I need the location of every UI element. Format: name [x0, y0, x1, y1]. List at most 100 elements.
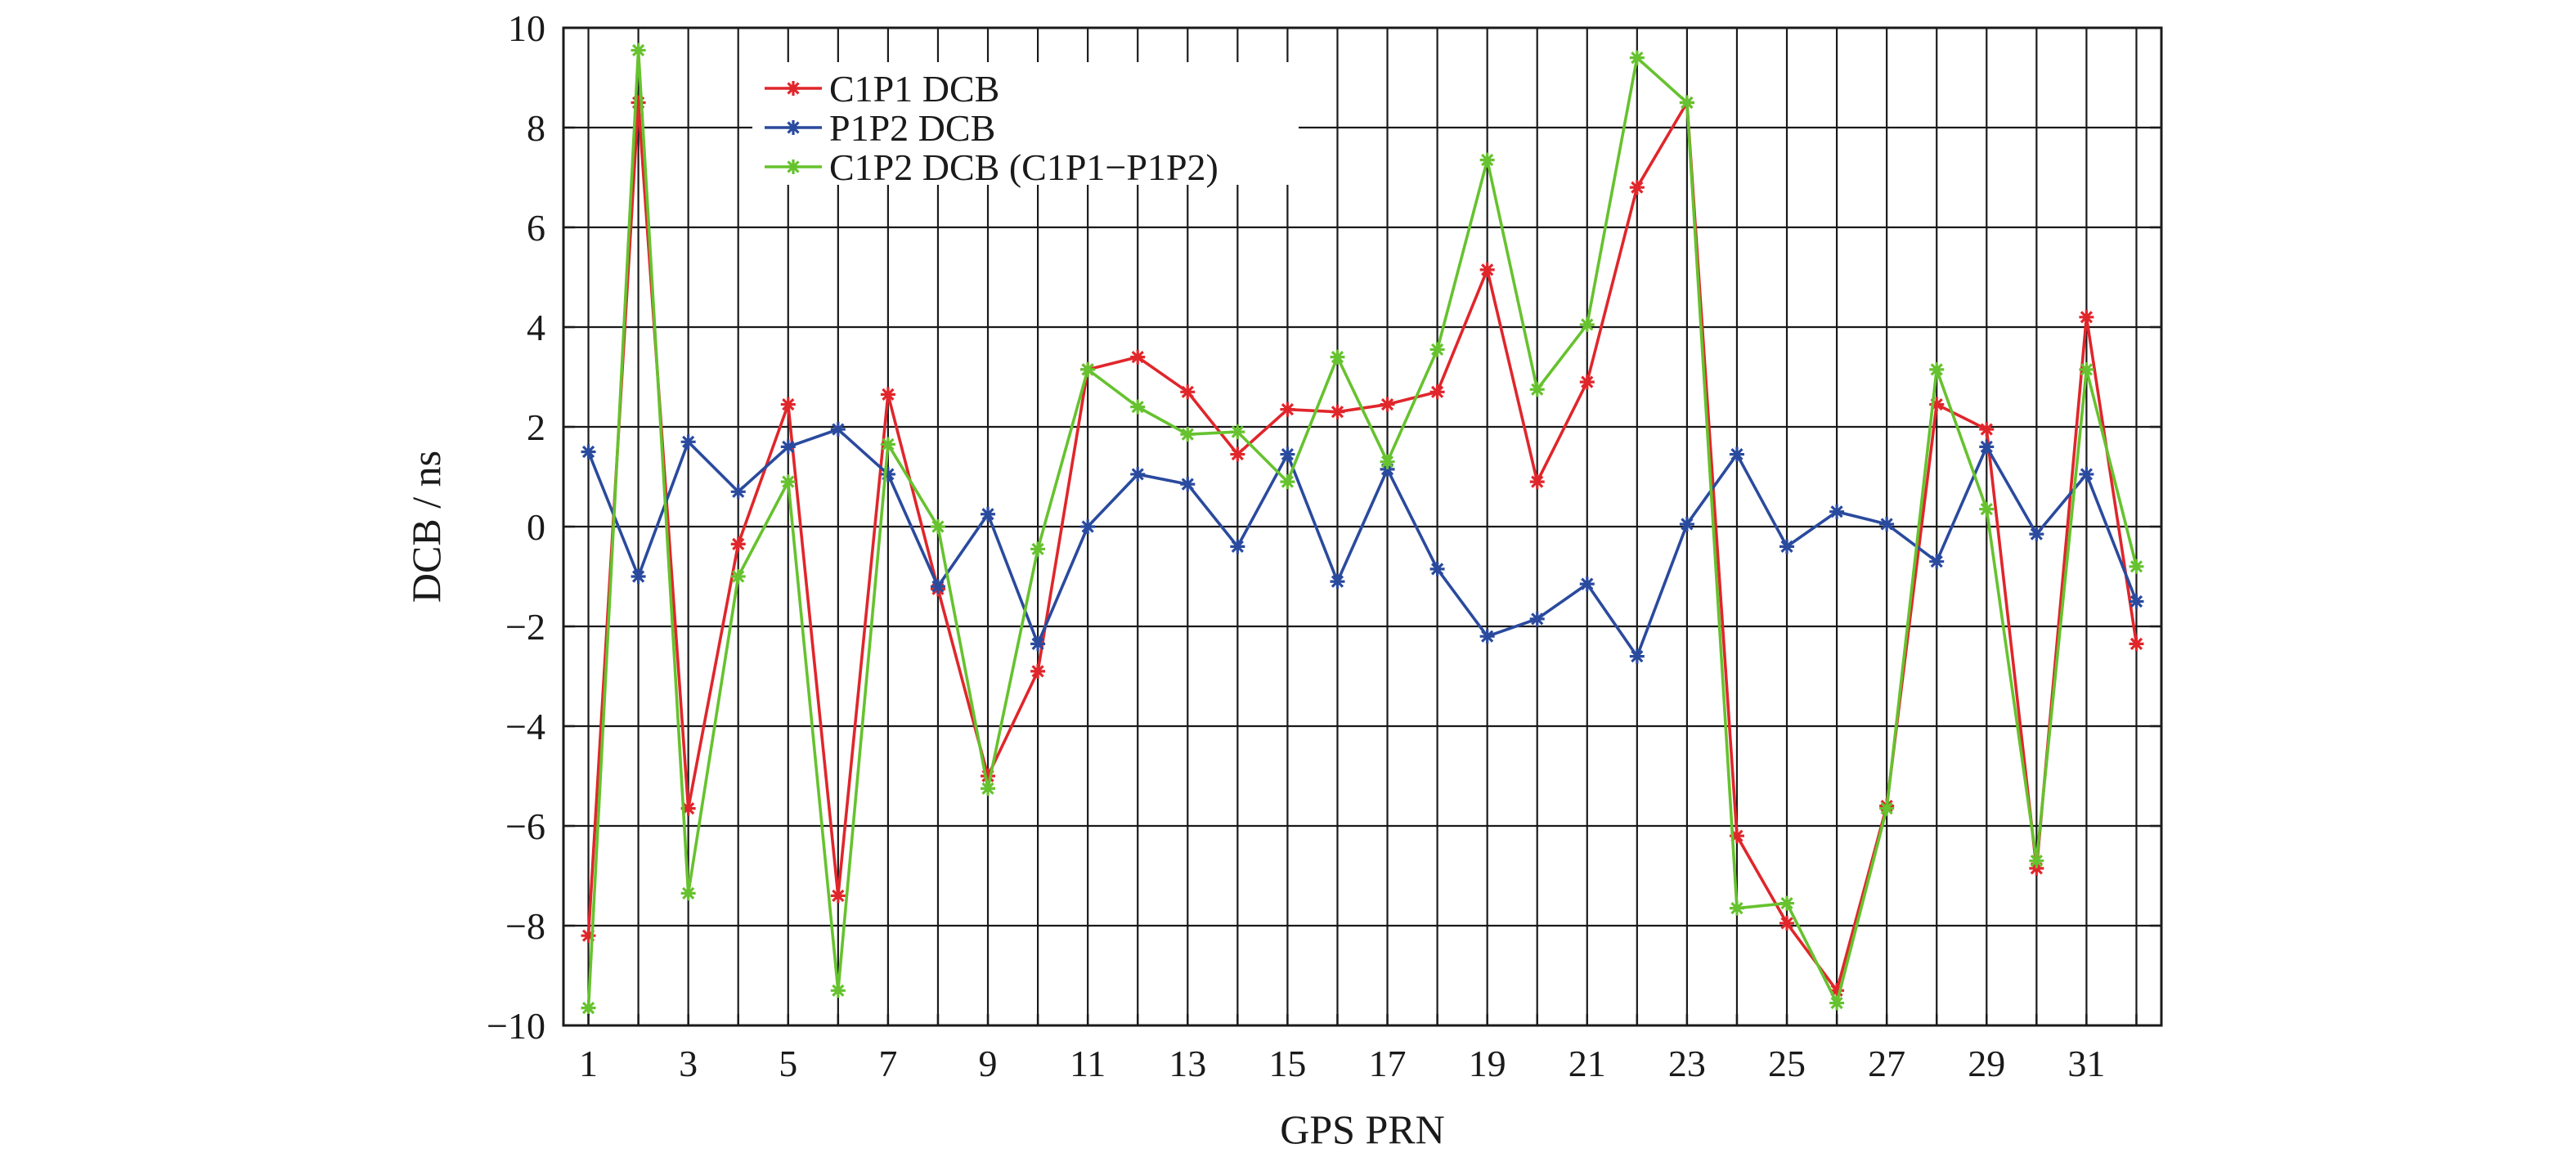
series-line	[586, 101, 2138, 993]
data-point	[730, 536, 746, 552]
data-point	[981, 769, 996, 783]
legend-item-1: C1P1 DCB	[765, 68, 999, 110]
y-tick-label: 6	[527, 207, 545, 249]
data-point	[1280, 474, 1295, 490]
data-point	[1729, 900, 1744, 916]
data-point	[1429, 561, 1445, 577]
data-point	[581, 928, 596, 944]
data-point	[1929, 397, 1945, 412]
data-point	[2079, 309, 2094, 325]
x-axis-title: GPS PRN	[1280, 1106, 1445, 1152]
data-point	[2129, 594, 2144, 609]
data-point	[631, 569, 646, 584]
data-point	[1330, 349, 1345, 365]
x-tick-label: 29	[1968, 1043, 2005, 1084]
data-point	[1280, 446, 1295, 462]
data-point	[1529, 611, 1545, 626]
data-point	[2029, 853, 2044, 868]
data-point	[780, 474, 796, 490]
data-point	[1679, 516, 1694, 532]
y-tick-label: −6	[505, 805, 545, 847]
data-point	[1230, 539, 1245, 554]
data-point	[1879, 516, 1895, 532]
data-point	[1380, 397, 1395, 412]
data-point	[1979, 439, 1995, 455]
data-point	[1130, 466, 1146, 482]
data-point	[880, 437, 895, 452]
y-tick-label: −8	[505, 905, 545, 947]
data-point	[1629, 648, 1645, 664]
data-point	[2129, 636, 2144, 652]
x-tick-label: 7	[878, 1043, 897, 1084]
data-point	[1579, 375, 1595, 390]
data-point	[1629, 50, 1645, 65]
data-point	[880, 466, 895, 482]
y-tick-label: 2	[527, 406, 545, 448]
data-point	[680, 801, 696, 816]
data-point	[981, 506, 996, 522]
data-point	[1030, 636, 1046, 652]
series-line	[586, 428, 2138, 658]
x-tick-label: 5	[779, 1043, 797, 1084]
data-point	[1529, 382, 1545, 397]
x-tick-label: 13	[1169, 1043, 1206, 1084]
data-point	[581, 444, 596, 460]
data-point	[1380, 454, 1395, 469]
data-point	[1579, 316, 1595, 332]
axis-ticks	[563, 26, 2161, 1027]
legend-label: C1P1 DCB	[829, 68, 999, 110]
data-point	[1080, 361, 1096, 377]
data-point	[2029, 527, 2044, 542]
data-point	[1929, 361, 1945, 377]
data-point	[1529, 474, 1545, 490]
data-point	[981, 781, 996, 796]
data-point	[631, 43, 646, 58]
series-2	[581, 422, 2144, 664]
data-point	[1679, 95, 1694, 110]
data-point	[1929, 554, 1945, 569]
y-tick-label: −4	[505, 706, 545, 747]
data-point	[1979, 422, 1995, 437]
data-point	[1429, 342, 1445, 357]
legend-item-2: P1P2 DCB	[765, 107, 995, 149]
data-point	[1280, 402, 1295, 417]
data-point	[1979, 501, 1995, 517]
data-point	[1779, 895, 1795, 911]
data-point	[1479, 262, 1495, 277]
data-point	[830, 422, 846, 437]
x-tick-label: 21	[1568, 1043, 1606, 1084]
data-point	[581, 1000, 596, 1016]
series-3	[581, 43, 2144, 1016]
series-line	[586, 48, 2138, 1008]
series-layer	[581, 43, 2144, 1016]
data-point	[730, 484, 746, 500]
legend-marker	[786, 159, 801, 174]
data-point	[1180, 384, 1196, 400]
y-axis-title: DCB / ns	[403, 451, 449, 603]
x-tick-label: 9	[979, 1043, 998, 1084]
data-point	[1729, 446, 1744, 462]
tick-labels: 1 3 5 7 9 11 13 15 17 19 21 23 25 27 29 311086420−2−4−6…	[487, 7, 2105, 1084]
y-tick-label: 10	[508, 7, 545, 49]
y-tick-label: −10	[487, 1005, 545, 1047]
legend-item-3: C1P2 DCB (C1P1−P1P2)	[765, 146, 1218, 188]
x-tick-label: 31	[2067, 1043, 2105, 1084]
data-point	[631, 95, 646, 110]
data-point	[1629, 180, 1645, 195]
data-point	[830, 888, 846, 904]
x-tick-label: 3	[679, 1043, 698, 1084]
data-point	[1579, 577, 1595, 592]
data-point	[1779, 915, 1795, 931]
series-1	[581, 95, 2144, 998]
data-point	[1130, 399, 1146, 415]
legend-background	[752, 62, 1299, 185]
x-tick-label: 27	[1868, 1043, 1905, 1084]
data-point	[1479, 152, 1495, 168]
x-tick-label: 1	[579, 1043, 598, 1084]
data-point	[1879, 801, 1895, 816]
x-tick-label: 17	[1369, 1043, 1407, 1084]
data-point	[1030, 663, 1046, 679]
data-point	[1080, 519, 1096, 534]
